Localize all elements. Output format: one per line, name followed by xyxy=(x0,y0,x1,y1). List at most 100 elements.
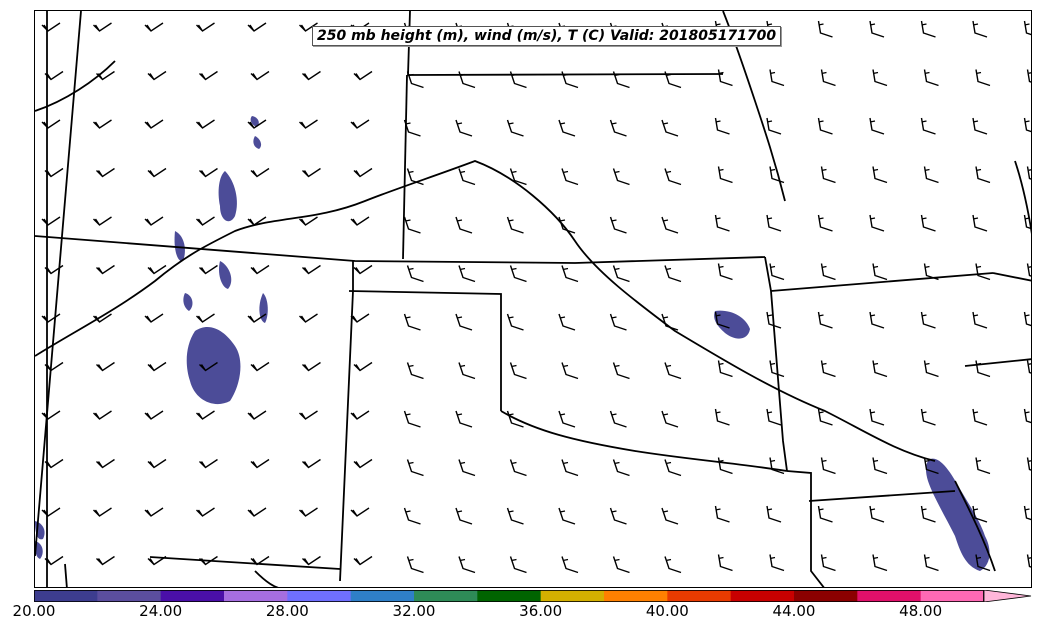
border-line xyxy=(764,256,788,472)
wind-barb xyxy=(299,507,318,517)
wind-barb xyxy=(817,408,833,426)
wind-barb xyxy=(558,410,576,428)
wind-barb xyxy=(869,214,885,232)
wind-barb xyxy=(250,361,270,372)
wind-barb xyxy=(93,313,112,323)
wind-barb xyxy=(199,555,218,566)
border-line xyxy=(992,272,1031,282)
map-canvas xyxy=(35,11,1031,587)
wind-barb xyxy=(923,360,939,378)
wind-barb xyxy=(1026,457,1031,471)
wind-barb xyxy=(353,555,373,566)
wind-barb xyxy=(661,119,679,137)
wind-barb xyxy=(353,167,373,178)
wind-barb xyxy=(972,505,988,523)
wind-barb xyxy=(93,119,112,129)
temperature-patch xyxy=(259,293,268,323)
colorbar-tick-label: 36.00 xyxy=(519,602,563,620)
wind-barb xyxy=(766,117,782,135)
wind-barb xyxy=(96,555,115,566)
wind-barb xyxy=(196,507,215,517)
border-line xyxy=(35,11,82,557)
temperature-colorbar xyxy=(34,587,1032,603)
wind-barb xyxy=(96,458,115,469)
wind-barb xyxy=(972,408,988,426)
wind-barb xyxy=(766,505,782,523)
wind-barb xyxy=(144,216,164,226)
wind-barb xyxy=(664,362,682,380)
wind-barb xyxy=(769,360,785,378)
wind-barb xyxy=(144,22,164,32)
wind-barb xyxy=(199,167,218,178)
wind-barb xyxy=(41,410,61,420)
wind-barb xyxy=(96,264,115,275)
wind-barb xyxy=(661,410,679,428)
wind-barb xyxy=(820,360,836,378)
wind-barb xyxy=(44,167,64,178)
wind-barb xyxy=(147,167,167,178)
wind-barb xyxy=(609,119,627,137)
colorbar-tick-label: 28.00 xyxy=(265,602,309,620)
wind-barb xyxy=(975,166,991,184)
colorbar-swatch xyxy=(920,590,985,602)
wind-barb xyxy=(612,362,630,380)
wind-barb xyxy=(403,119,421,137)
wind-barb xyxy=(406,168,424,186)
wind-barb xyxy=(717,360,733,378)
wind-barb xyxy=(923,554,939,572)
wind-barb xyxy=(44,361,64,372)
wind-barb xyxy=(975,554,991,572)
wind-barb xyxy=(612,168,630,186)
wind-barb xyxy=(558,507,576,525)
wind-barb xyxy=(872,166,888,184)
wind-barb xyxy=(975,360,991,378)
wind-barb xyxy=(406,556,424,574)
wind-barb xyxy=(1023,408,1031,424)
wind-barb xyxy=(972,311,988,329)
wind-barb xyxy=(661,313,679,331)
wind-barb xyxy=(299,119,318,129)
wind-barb xyxy=(664,459,682,477)
wind-barb xyxy=(506,507,524,525)
colorbar-swatch xyxy=(224,590,288,602)
wind-barb xyxy=(196,216,215,226)
wind-barb xyxy=(144,313,164,323)
wind-barb xyxy=(406,71,424,89)
wind-barb xyxy=(196,313,215,323)
wind-barb xyxy=(247,119,267,129)
wind-barb xyxy=(403,216,421,234)
wind-barb xyxy=(41,313,61,323)
wind-barb xyxy=(975,263,991,281)
wind-barb xyxy=(1023,311,1031,327)
wind-barb xyxy=(920,214,936,232)
colorbar-swatch xyxy=(857,590,922,602)
wind-barb xyxy=(196,119,215,129)
wind-barb xyxy=(250,167,270,178)
wind-barb xyxy=(661,507,679,525)
wind-barb xyxy=(299,22,318,32)
wind-barb xyxy=(250,70,270,81)
wind-barb xyxy=(96,361,115,372)
wind-barb xyxy=(869,117,885,135)
wind-barb xyxy=(612,71,630,89)
wind-barb xyxy=(975,457,991,475)
wind-barb xyxy=(196,410,215,420)
wind-barb xyxy=(250,555,270,566)
wind-barb xyxy=(302,264,321,275)
temperature-patch xyxy=(925,458,990,571)
wind-barb xyxy=(458,556,476,574)
wind-barb xyxy=(455,507,473,525)
wind-barb xyxy=(609,410,627,428)
wind-barb xyxy=(96,70,115,81)
wind-barb xyxy=(147,70,167,81)
border-line xyxy=(964,358,1031,367)
wind-barb xyxy=(147,555,167,566)
wind-barb xyxy=(717,166,733,184)
map-panel: 250 mb height (m), wind (m/s), T (C) Val… xyxy=(34,10,1032,588)
colorbar-swatch xyxy=(350,590,415,602)
wind-barb xyxy=(664,556,682,574)
wind-barb xyxy=(44,555,64,566)
river-line xyxy=(35,60,116,112)
wind-barb xyxy=(558,119,576,137)
wind-barb xyxy=(147,458,167,469)
